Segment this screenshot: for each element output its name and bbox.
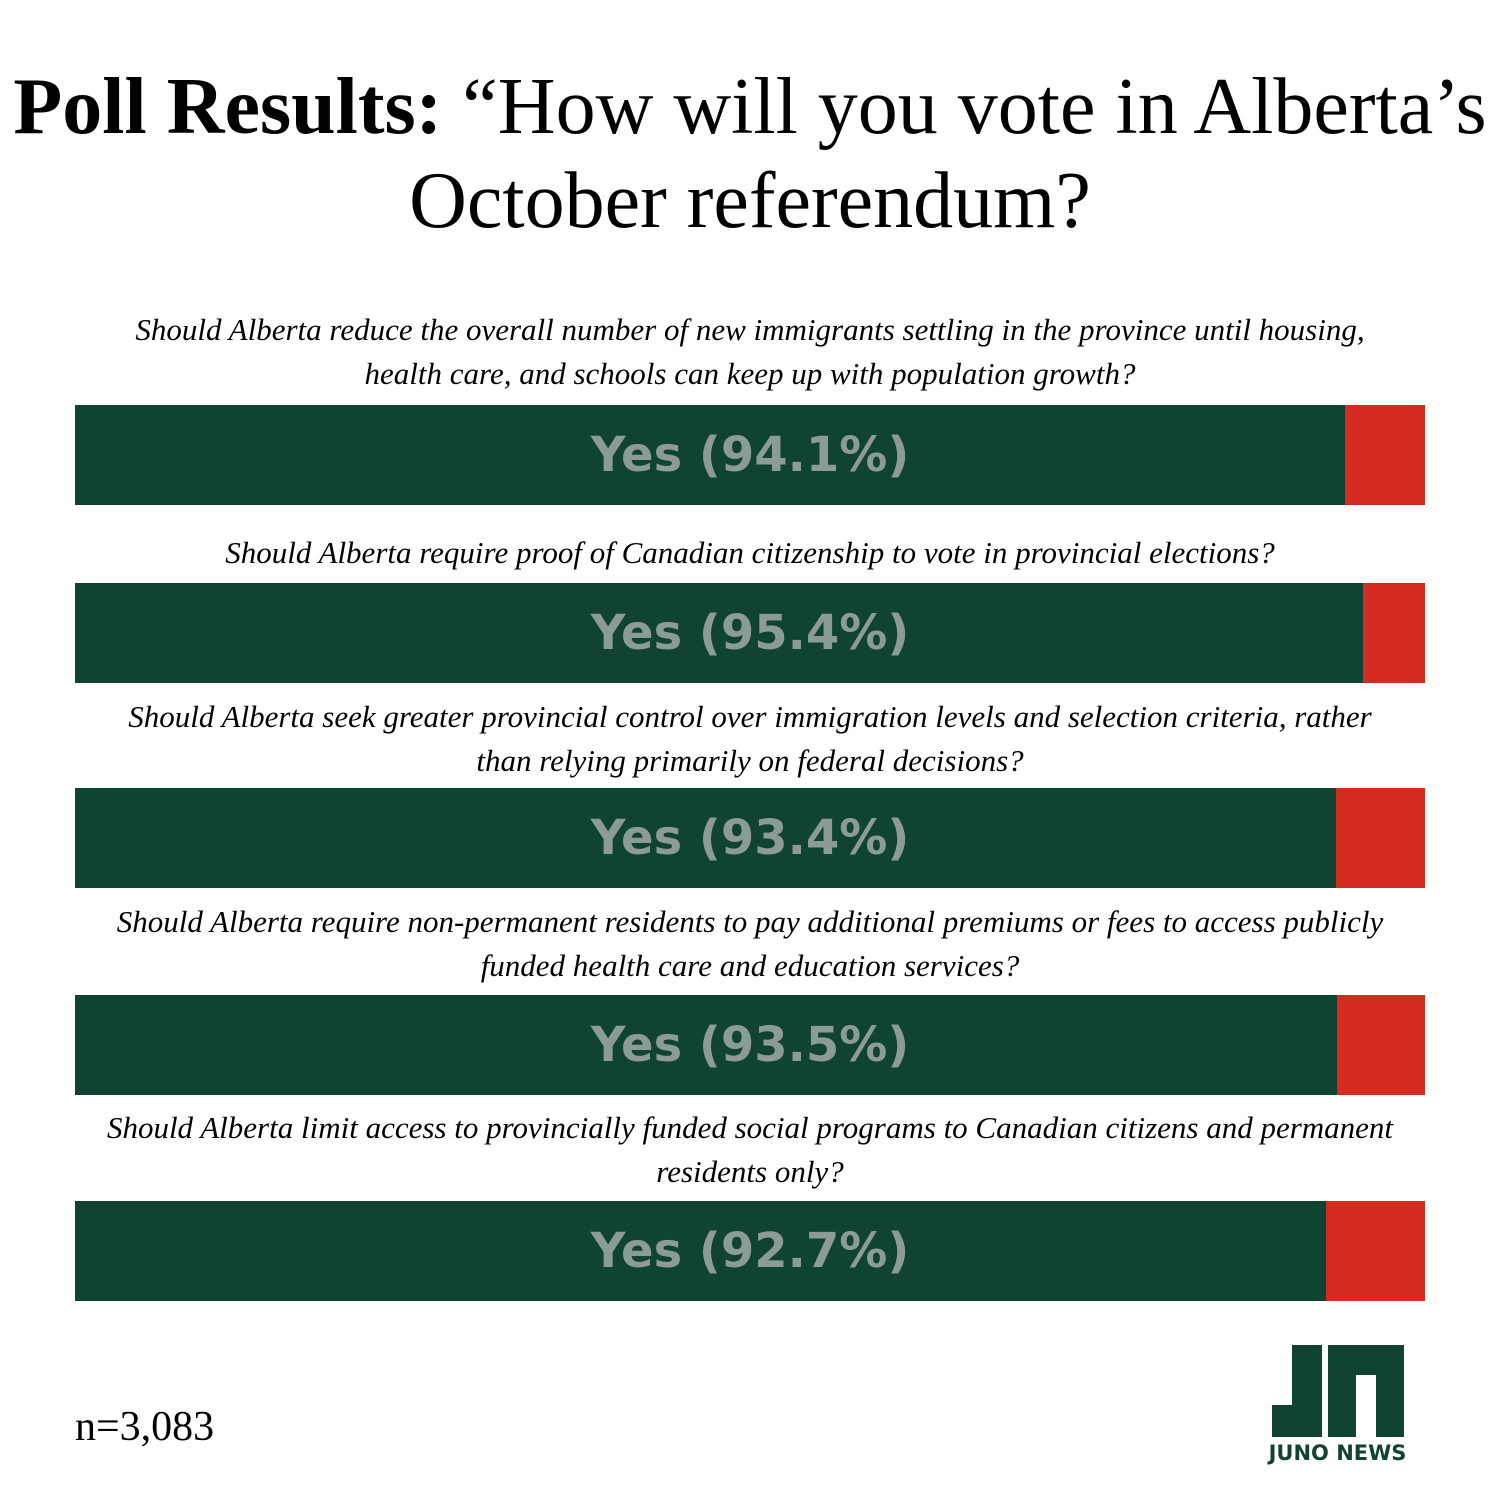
juno-news-logo-text: JUNO NEWS	[1268, 1441, 1407, 1465]
bar-label-4: Yes (93.5%)	[590, 1017, 910, 1073]
bar-yes-segment-1	[75, 405, 1345, 505]
question-4: Should Alberta require non-permanent res…	[116, 904, 1384, 983]
bar-4: Yes (93.5%)	[75, 995, 1425, 1095]
bar-yes-segment-4	[75, 995, 1337, 1095]
bar-label-2: Yes (95.4%)	[590, 605, 910, 661]
juno-news-logo-icon	[1272, 1345, 1404, 1437]
bar-5: Yes (92.7%)	[75, 1201, 1425, 1301]
bar-yes-segment-5	[75, 1201, 1326, 1301]
bar-label-3: Yes (93.4%)	[590, 810, 910, 866]
title-bold: Poll Results:	[13, 63, 443, 151]
bar-2: Yes (95.4%)	[75, 583, 1425, 683]
bar-1: Yes (94.1%)	[75, 405, 1425, 505]
sample-size: n=3,083	[75, 1404, 215, 1450]
juno-news-logo: JUNO NEWS	[1250, 1345, 1425, 1465]
bar-yes-segment-2	[75, 583, 1363, 683]
bar-yes-segment-3	[75, 788, 1336, 888]
bar-3: Yes (93.4%)	[75, 788, 1425, 888]
title-question: “How will you vote in Alberta’s October …	[409, 63, 1487, 245]
question-5: Should Alberta limit access to provincia…	[106, 1110, 1394, 1189]
question-3: Should Alberta seek greater provincial c…	[128, 699, 1372, 778]
question-2: Should Alberta require proof of Canadian…	[225, 535, 1275, 570]
bar-label-1: Yes (94.1%)	[590, 427, 910, 483]
bar-label-5: Yes (92.7%)	[590, 1223, 910, 1279]
page-title: Poll Results: “How will you vote in Albe…	[0, 60, 1500, 248]
question-1: Should Alberta reduce the overall number…	[135, 312, 1365, 391]
